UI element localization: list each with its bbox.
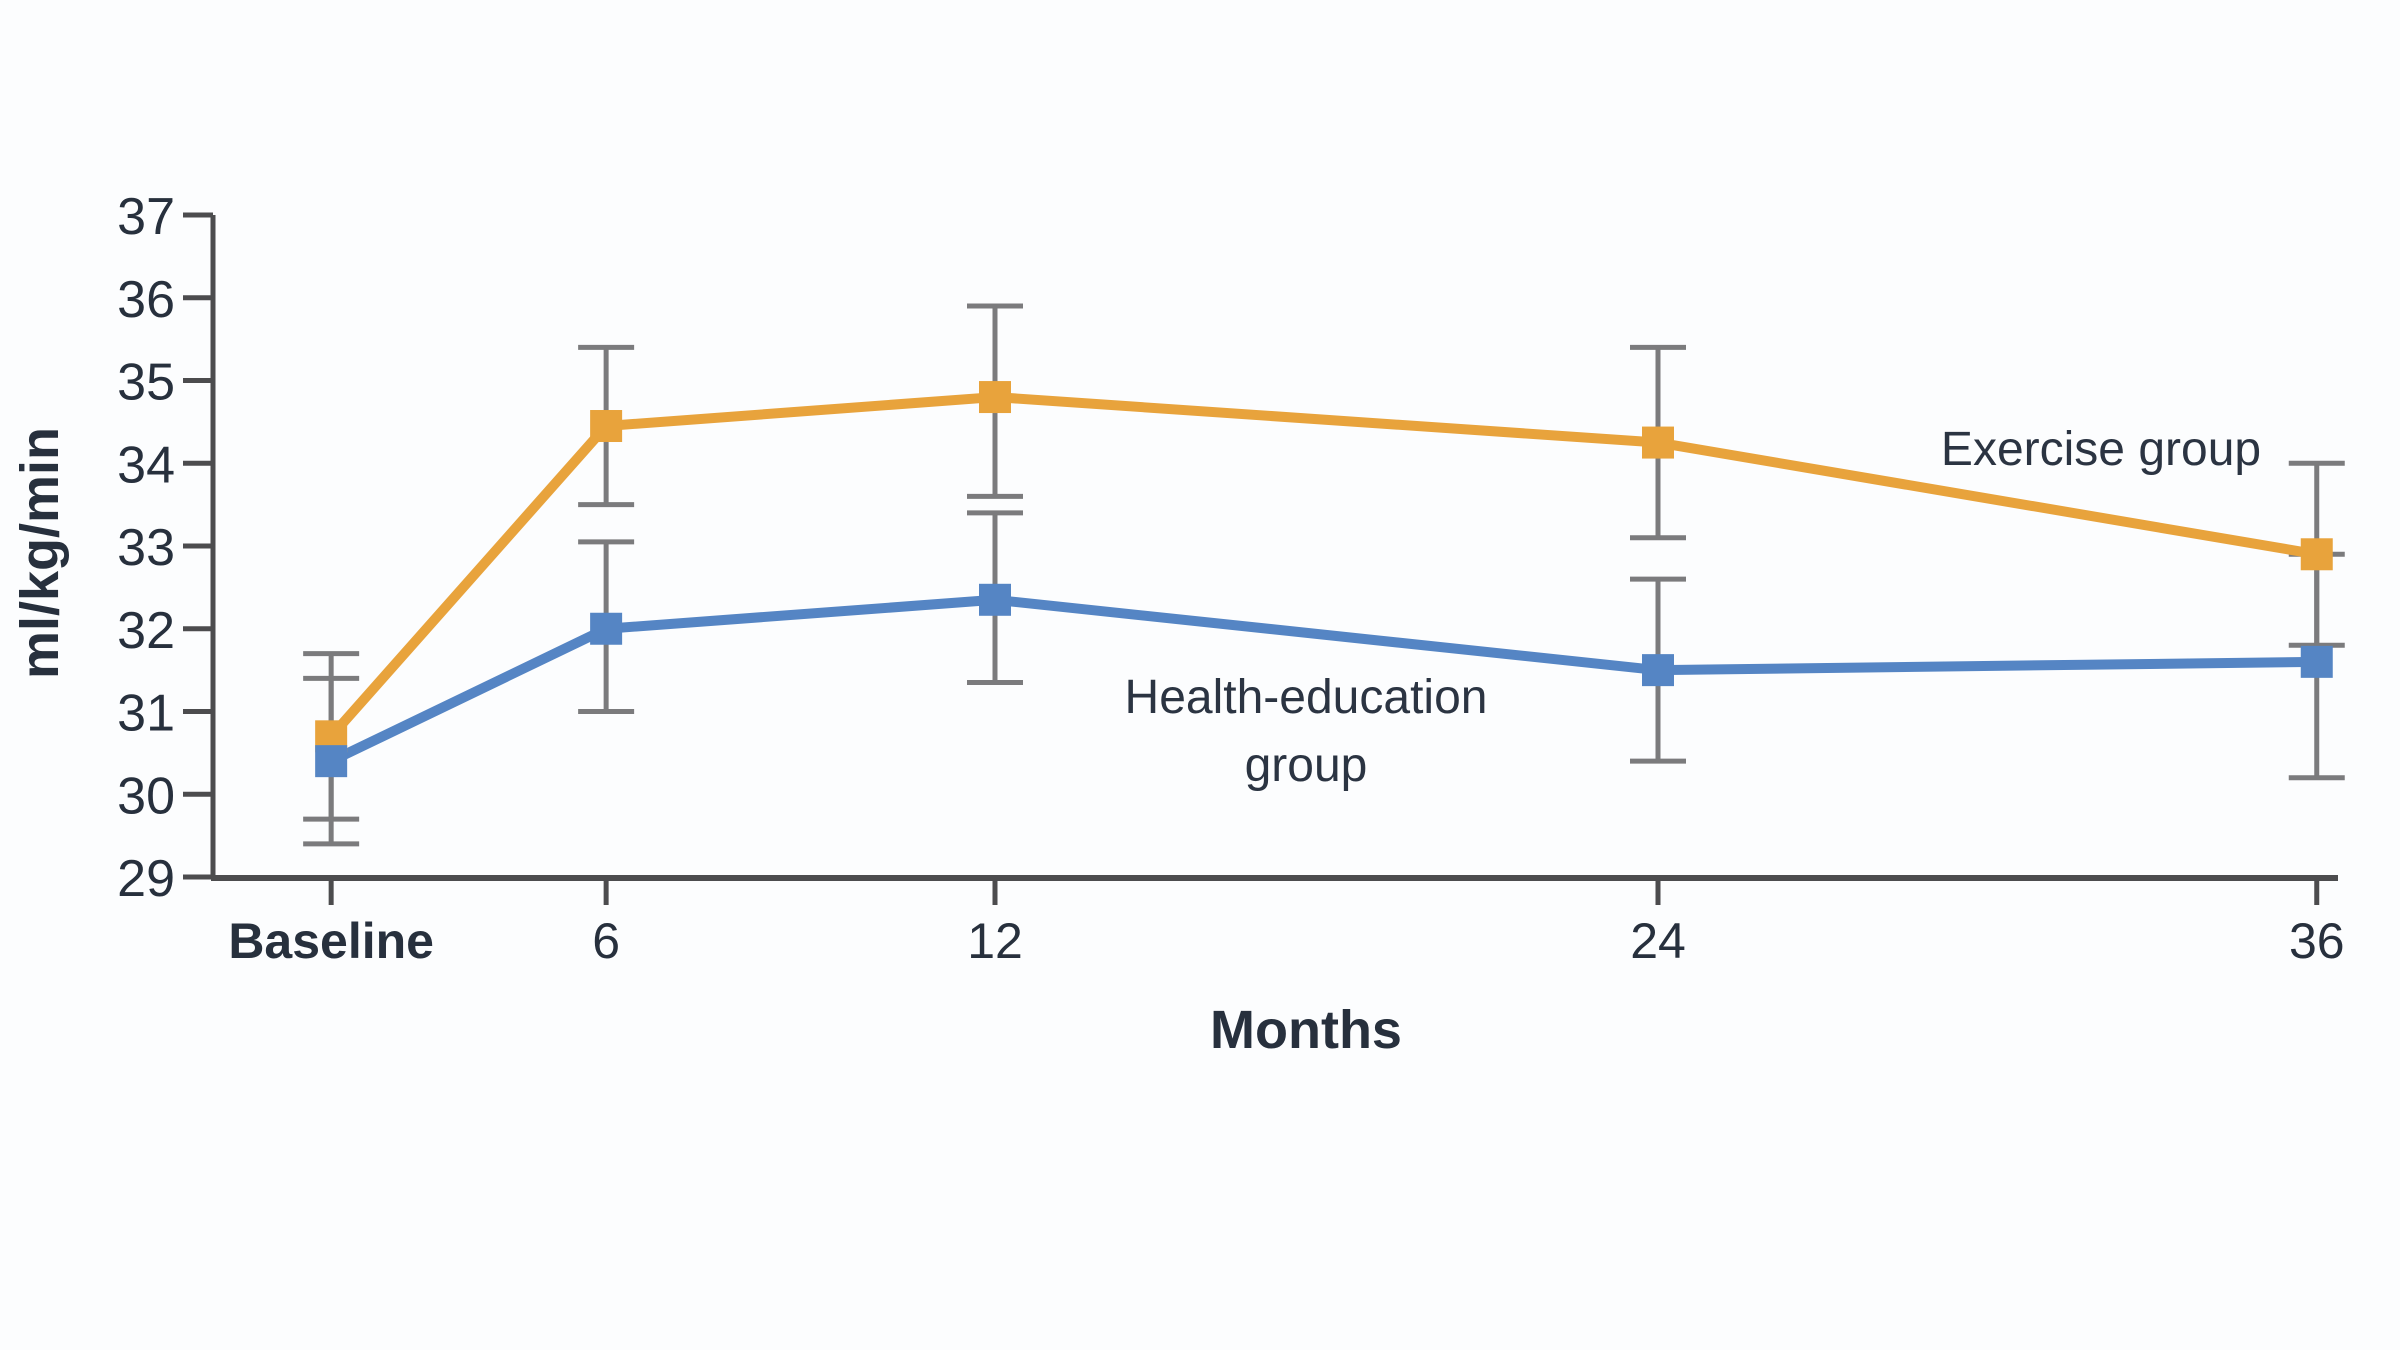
x-tick-label: 36 [2289,913,2345,969]
y-tick-label: 34 [117,436,175,494]
x-tick-label: 24 [1630,913,1686,969]
x-tick-label: 12 [967,913,1023,969]
y-tick-label: 36 [117,271,175,329]
y-tick-label: 37 [117,188,175,246]
marker-exercise-group [590,410,623,443]
health-education-group-label-line2: group [1245,739,1368,792]
marker-exercise-group [1642,426,1674,459]
x-axis-title: Months [1210,1000,1402,1060]
marker-health-education-group [315,745,348,778]
marker-exercise-group [979,381,1011,414]
x-tick-label: Baseline [228,913,434,969]
y-axis-title: ml/kg/min [10,427,70,679]
y-tick-label: 31 [117,685,175,743]
marker-health-education-group [979,583,1011,616]
y-tick-label: 35 [117,354,175,412]
marker-exercise-group [2300,538,2333,571]
y-tick-label: 33 [117,519,175,577]
marker-health-education-group [590,612,623,645]
x-tick-label: 6 [592,913,620,969]
exercise-group-label: Exercise group [1941,423,2261,476]
chart-plot-area: 37 36 35 34 33 32 31 30 29 Baseline 6 12 24 36 [117,188,2345,969]
y-tick-label: 32 [117,602,175,660]
marker-health-education-group [2300,645,2333,678]
y-tick-label: 29 [117,850,175,908]
y-tick-label: 30 [117,767,175,825]
marker-health-education-group [1642,654,1674,687]
health-education-group-label-line1: Health-education [1125,671,1488,724]
